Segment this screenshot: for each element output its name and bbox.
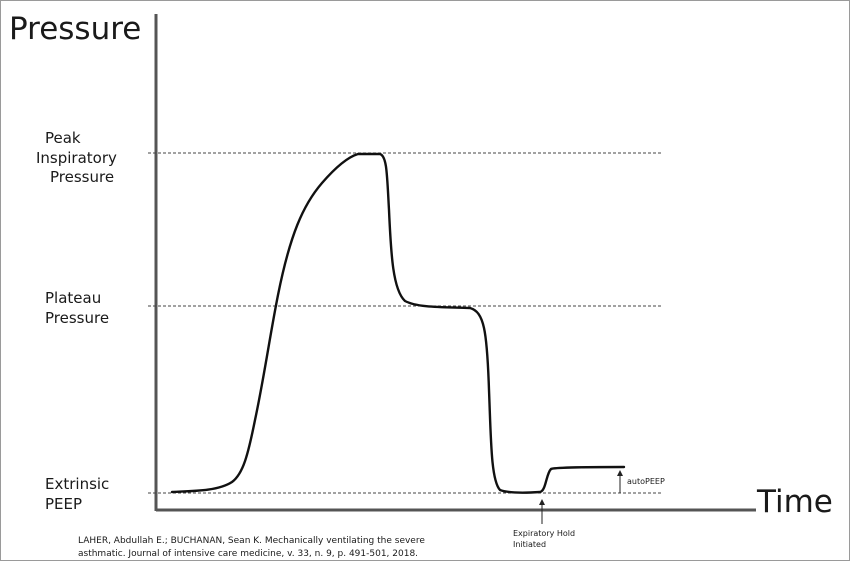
- peak-label-line-1: Peak: [45, 129, 81, 147]
- expiratory-hold-arrow-head: [539, 499, 545, 505]
- peep-label-line-1: Extrinsic: [45, 475, 109, 493]
- pressure-waveform: [170, 152, 626, 494]
- plateau-label-line-1: Plateau: [45, 289, 101, 307]
- autopeep-arrow-head: [617, 470, 623, 476]
- y-axis-title: Pressure: [9, 11, 141, 47]
- expiratory-hold-label-line-2: Initiated: [513, 540, 546, 549]
- citation-line-1: LAHER, Abdullah E.; BUCHANAN, Sean K. Me…: [78, 536, 425, 546]
- peak-label-line-2: Inspiratory: [36, 149, 117, 167]
- expiratory-hold-label-line-1: Expiratory Hold: [513, 529, 575, 538]
- citation-line-2: asthmatic. Journal of intensive care med…: [78, 549, 418, 559]
- peak-label-line-3: Pressure: [50, 168, 114, 186]
- plateau-label-line-2: Pressure: [45, 309, 109, 327]
- autopeep-label: autoPEEP: [627, 477, 665, 486]
- x-axis-title: Time: [756, 484, 833, 520]
- peep-label-line-2: PEEP: [45, 495, 82, 513]
